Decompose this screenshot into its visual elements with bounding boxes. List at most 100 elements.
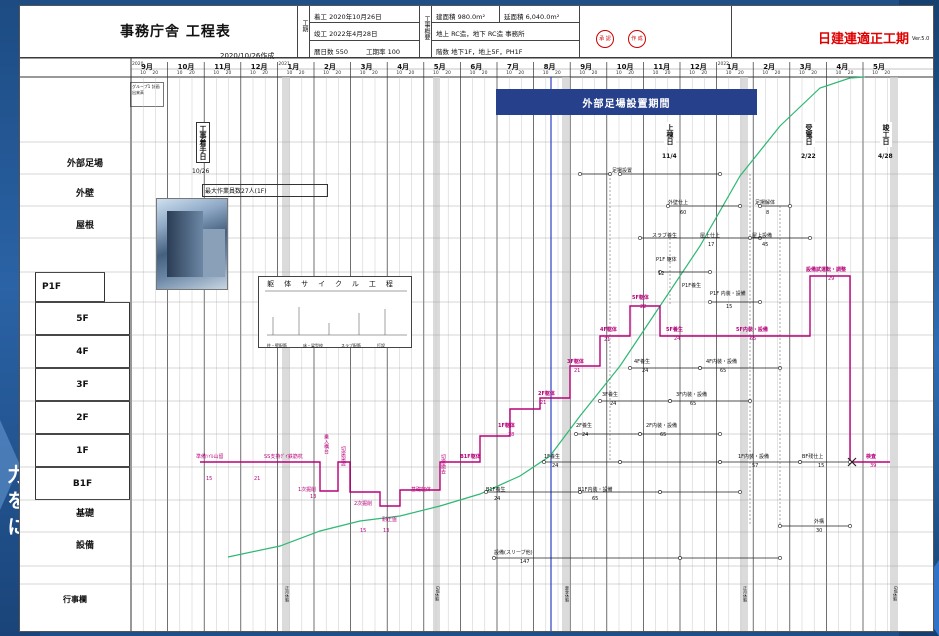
task-node (638, 432, 642, 436)
task-node (578, 490, 582, 494)
frame-cycle-title: 躯体サイクル工程 (267, 280, 403, 288)
task-node (666, 204, 670, 208)
dur-ss-pile: 21 (254, 476, 261, 482)
floors: 階数 地下1F，地上5F，PH1F (436, 48, 523, 56)
day-tick: 10 (579, 71, 586, 76)
day-tick: 20 (481, 71, 488, 76)
task-1f-frame: 1F躯体 (498, 423, 515, 429)
task-node (658, 490, 662, 494)
day-tick: 20 (408, 71, 415, 76)
dur-ext-wall: 60 (680, 210, 687, 216)
day-tick: 10 (213, 71, 220, 76)
day-tick: 20 (225, 71, 232, 76)
task-node (708, 270, 712, 274)
legend-group: グループ1 計画出来高 (132, 84, 160, 95)
day-tick: 20 (738, 71, 744, 76)
task-node (758, 300, 762, 304)
dur-3f-cure: 24 (610, 401, 617, 407)
holiday-band (890, 77, 898, 631)
cycle-diagram (265, 290, 407, 336)
dur-sleeve: 147 (520, 559, 530, 565)
day-tick: 10 (616, 71, 622, 76)
row-2f: 2F (35, 401, 130, 434)
month-label: 2月 (324, 63, 336, 71)
task-sleeve: 設備(スリーブ他) (494, 550, 533, 556)
structure: 地上 RC造，地下 RC造 事務所 (436, 30, 525, 38)
day-tick: 10 (506, 71, 512, 76)
task-node (778, 556, 782, 560)
dur-5f-frame: 22 (640, 304, 647, 310)
task-struts: 切梁架設 (340, 446, 346, 466)
task-node (788, 204, 792, 208)
task-2f-cure: 2F養生 (576, 423, 593, 429)
day-tick: 20 (628, 71, 634, 76)
dur-1f-frame: 28 (508, 432, 515, 438)
day-tick: 20 (298, 71, 305, 76)
task-strut-install: 乗入構台 (323, 434, 329, 454)
day-tick: 20 (152, 71, 159, 76)
document-date: 2020/10/26作成 (220, 52, 275, 60)
row-exterior-scaffold: 外部足場 (66, 159, 103, 169)
task-node (678, 556, 682, 560)
task-b1f-interior: B1F内装・設備 (578, 487, 613, 493)
dur-5f-interior: 65 (750, 336, 757, 342)
task-2f-interior: 2F内装・設備 (646, 423, 678, 429)
month-label: 3月 (360, 63, 373, 71)
year-label: 2021 (278, 62, 290, 67)
day-tick: 20 (701, 71, 708, 76)
dur-1f-cure: 24 (552, 463, 559, 469)
task-scaffold-remove: 足場解体 (755, 200, 776, 206)
dur-4f-frame: 21 (604, 337, 611, 343)
row-1f: 1F (35, 434, 130, 467)
task-equip-test: 設備試運転・調整 (806, 267, 847, 273)
month-label: 11月 (653, 63, 671, 71)
month-label: 11月 (214, 63, 231, 71)
dur-roof-equip: 45 (762, 242, 769, 248)
milestone-finish: 竣工日 (880, 122, 892, 147)
task-soil: 耐圧盤 (382, 517, 398, 523)
day-tick: 10 (872, 71, 878, 76)
milestone-topping-date: 11/4 (662, 153, 677, 160)
schedule-chart (20, 57, 933, 631)
day-tick: 20 (372, 71, 378, 76)
summary-label: 工事概要 (423, 16, 430, 40)
task-struts-remove: 切梁撤去 (440, 454, 446, 474)
day-tick: 10 (286, 71, 293, 76)
task-misc-finish: BF残仕上 (802, 454, 824, 460)
building-area: 建面積 980.0m² (436, 13, 486, 21)
day-tick: 20 (664, 71, 671, 76)
task-1f-interior: 1F内装・設備 (738, 454, 770, 460)
dur-2f-frame: 21 (540, 400, 547, 406)
row-p1f: P1F (35, 272, 105, 302)
row-b1f: B1F (35, 467, 130, 500)
task-roof-finish: 屋上仕上 (700, 233, 721, 239)
day-tick: 10 (799, 71, 805, 76)
day-tick: 10 (542, 71, 549, 76)
building-photo-tower (167, 211, 203, 277)
dur-3f-frame: 21 (574, 368, 581, 374)
year-label: 2022 (717, 62, 730, 67)
floor-area-cell: 延面積 6,040.0m² (500, 6, 580, 23)
critical-path (200, 275, 890, 507)
start-cell: 着工 2020年10月26日 (310, 6, 420, 23)
day-tick: 20 (189, 71, 195, 76)
task-b1f-frame: B1F躯体 (460, 454, 481, 460)
author-stamp: 作 成 (628, 30, 646, 48)
row-events-label: 行事欄 (63, 595, 87, 604)
dur-second-excavation: 15 (360, 528, 367, 534)
task-2f-frame: 2F躯体 (538, 391, 555, 397)
task-node (542, 460, 546, 464)
schedule-document: 事務庁舎 工程表 2020/10/26作成 工期 着工 2020年10月26日 … (19, 5, 934, 632)
dur-roof-finish: 17 (708, 242, 715, 248)
month-label: 5月 (433, 63, 446, 71)
finish-date: 竣工 2022年4月28日 (314, 30, 378, 38)
task-5f-frame: 5F躯体 (632, 295, 649, 301)
row-events: 行事欄 (60, 594, 90, 605)
milestone-power-date: 2/22 (801, 153, 816, 160)
task-3f-frame: 3F躯体 (567, 359, 584, 365)
event-summer: 夏季休暇 (565, 586, 570, 602)
day-tick: 20 (774, 71, 781, 76)
day-tick: 20 (847, 71, 854, 76)
day-tick: 10 (469, 71, 476, 76)
task-3f-interior: 3F内装・設備 (676, 392, 708, 398)
